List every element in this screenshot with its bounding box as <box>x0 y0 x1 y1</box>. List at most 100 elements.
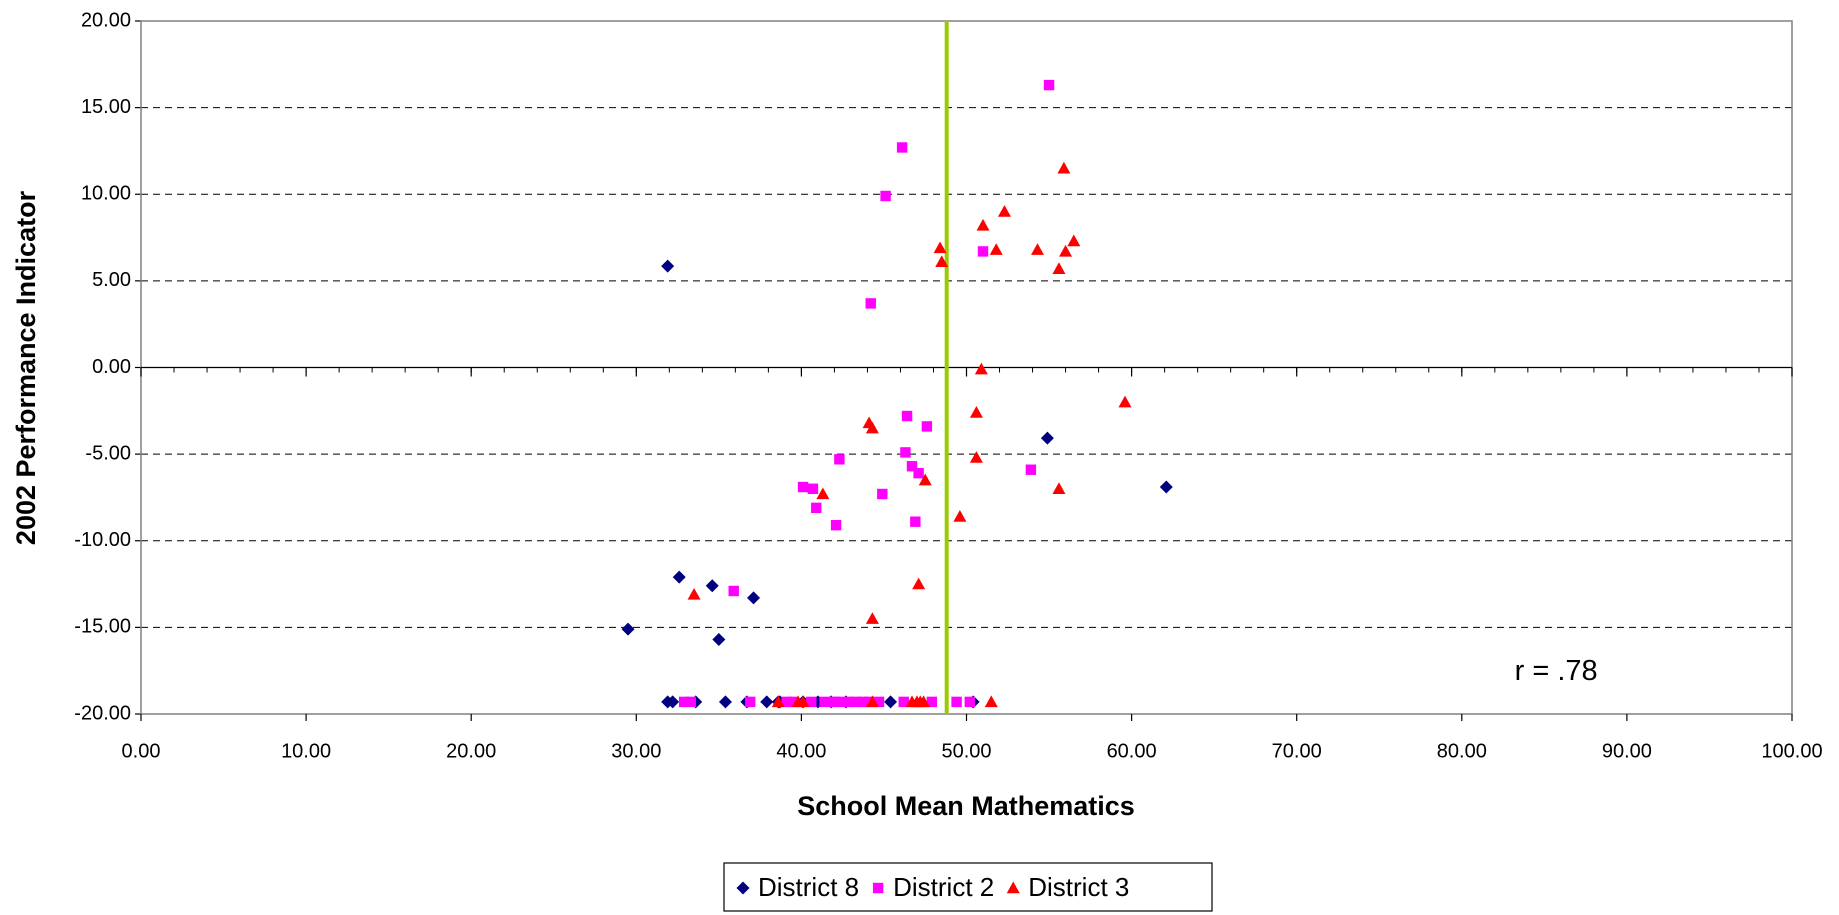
legend-marker <box>736 881 750 895</box>
x-tick-label: 30.00 <box>611 740 661 762</box>
point <box>1052 262 1066 274</box>
x-tick-label: 10.00 <box>281 740 331 762</box>
point <box>850 696 862 708</box>
legend-label: District 2 <box>893 872 994 902</box>
point <box>976 218 990 231</box>
point <box>1057 161 1071 174</box>
point <box>1059 244 1073 257</box>
point <box>865 421 879 434</box>
point <box>705 579 719 593</box>
point <box>811 502 822 514</box>
point <box>687 587 701 600</box>
point <box>1043 79 1055 91</box>
point <box>621 622 635 636</box>
y-tick-label: -15.00 <box>74 616 131 638</box>
point <box>953 509 967 522</box>
point <box>834 696 845 708</box>
point <box>865 298 876 309</box>
y-tick-label: 5.00 <box>92 269 131 291</box>
point <box>661 259 675 273</box>
point <box>913 467 924 479</box>
point <box>912 577 926 590</box>
point <box>1159 480 1173 494</box>
point <box>917 695 931 708</box>
x-tick-label: 40.00 <box>776 740 826 762</box>
point <box>745 696 756 708</box>
legend-label: District 3 <box>1028 872 1129 902</box>
point <box>884 695 898 709</box>
point <box>728 585 739 597</box>
point <box>974 362 988 375</box>
x-tick-label: 70.00 <box>1272 740 1322 762</box>
point <box>896 142 908 153</box>
point <box>796 695 810 708</box>
point <box>672 570 686 584</box>
point <box>964 696 976 708</box>
point <box>873 696 885 708</box>
point <box>718 695 732 709</box>
point <box>989 243 1003 255</box>
point <box>918 473 932 486</box>
point <box>1030 243 1044 255</box>
x-axis-title: School Mean Mathematics <box>797 791 1135 821</box>
legend-box <box>723 862 1213 912</box>
y-tick-label: 10.00 <box>81 183 131 205</box>
point <box>1067 234 1081 247</box>
point <box>816 487 830 500</box>
point <box>685 696 696 708</box>
point <box>806 696 817 708</box>
point <box>910 516 921 527</box>
point <box>1040 431 1054 445</box>
point <box>857 696 868 708</box>
x-tick-label: 90.00 <box>1602 740 1652 762</box>
point <box>1025 464 1037 475</box>
point <box>771 695 785 708</box>
point <box>921 421 933 432</box>
x-tick-label: 0.00 <box>122 740 161 762</box>
point <box>997 205 1011 217</box>
point <box>900 447 911 458</box>
x-tick-label: 60.00 <box>1107 740 1157 762</box>
point <box>880 190 891 202</box>
point <box>834 454 845 465</box>
point <box>678 696 690 708</box>
point <box>926 696 938 708</box>
point <box>760 695 774 709</box>
point <box>935 255 949 268</box>
x-tick-label: 80.00 <box>1437 740 1487 762</box>
point <box>984 695 998 708</box>
point <box>933 241 947 254</box>
point <box>819 696 830 708</box>
point <box>951 696 962 708</box>
legend-label: District 8 <box>758 872 859 902</box>
legend-marker <box>872 882 884 894</box>
annotation: r = .78 <box>1515 655 1598 687</box>
point <box>830 519 842 531</box>
point <box>969 451 983 463</box>
point <box>977 246 989 257</box>
point <box>877 488 888 500</box>
point <box>865 695 879 708</box>
point <box>898 696 909 708</box>
point <box>666 695 680 709</box>
y-axis-title: 2002 Performance Indicator <box>11 190 41 545</box>
y-tick-label: 20.00 <box>81 9 131 31</box>
y-tick-label: -20.00 <box>74 702 131 724</box>
point <box>901 410 913 422</box>
y-tick-label: -5.00 <box>85 442 131 464</box>
x-tick-label: 50.00 <box>941 740 991 762</box>
point <box>1118 395 1132 408</box>
legend-marker <box>1006 881 1020 894</box>
point <box>1052 482 1066 494</box>
point <box>797 481 809 493</box>
y-tick-label: -10.00 <box>74 529 131 551</box>
point <box>747 591 761 605</box>
point <box>781 696 792 708</box>
y-tick-label: 15.00 <box>81 96 131 118</box>
y-tick-label: 0.00 <box>92 356 131 378</box>
point <box>807 483 819 494</box>
point <box>969 406 983 418</box>
x-tick-label: 20.00 <box>446 740 496 762</box>
point <box>712 633 726 647</box>
